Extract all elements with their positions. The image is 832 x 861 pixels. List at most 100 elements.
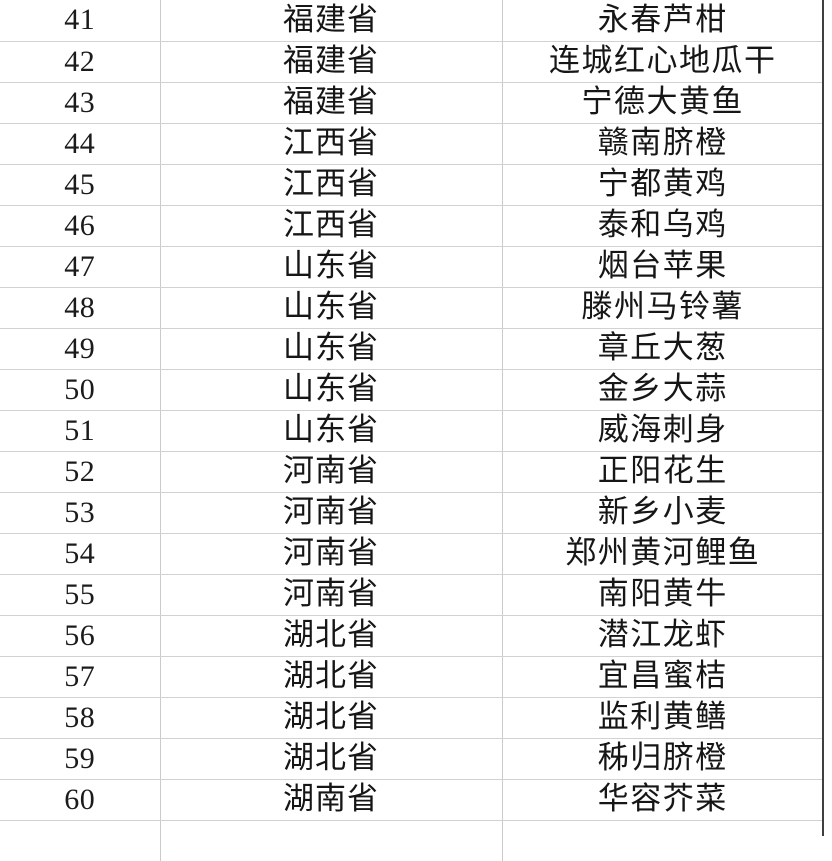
cell-province[interactable]: 山东省	[160, 287, 503, 329]
product-text: 烟台苹果	[597, 248, 728, 284]
table-row[interactable]: 49 山东省 章丘大葱	[0, 328, 823, 370]
cell-index[interactable]: 52	[0, 451, 161, 493]
table-row[interactable]: 58 湖北省 监利黄鳝	[0, 697, 823, 739]
cell-province[interactable]: 湖北省	[160, 656, 503, 698]
cell-province[interactable]: 福建省	[160, 41, 503, 83]
cell-product[interactable]: 赣南脐橙	[502, 123, 823, 165]
cell-index[interactable]: 42	[0, 41, 161, 83]
cell-province[interactable]: 福建省	[160, 0, 503, 42]
cell-province[interactable]: 福建省	[160, 82, 503, 124]
province-text: 福建省	[283, 84, 379, 120]
product-text: 南阳黄牛	[597, 576, 728, 612]
cell-province[interactable]: 河南省	[160, 533, 503, 575]
table-row[interactable]: 50 山东省 金乡大蒜	[0, 369, 823, 411]
row-number-text: 58	[64, 700, 96, 734]
table-row[interactable]: 48 山东省 滕州马铃薯	[0, 287, 823, 329]
table-row[interactable]: 42 福建省 连城红心地瓜干	[0, 41, 823, 83]
cell-index[interactable]: 55	[0, 574, 161, 616]
table-row[interactable]: 52 河南省 正阳花生	[0, 451, 823, 493]
cell-index[interactable]: 49	[0, 328, 161, 370]
cell-product[interactable]: 滕州马铃薯	[502, 287, 823, 329]
cell-product[interactable]: 宁德大黄鱼	[502, 82, 823, 124]
cell-province[interactable]: 山东省	[160, 410, 503, 452]
cell-index[interactable]: 58	[0, 697, 161, 739]
cell-product[interactable]: 潜江龙虾	[502, 615, 823, 657]
cell-index[interactable]: 54	[0, 533, 161, 575]
cell-province[interactable]: 湖北省	[160, 615, 503, 657]
cell-province[interactable]: 山东省	[160, 328, 503, 370]
product-text: 泰和乌鸡	[597, 207, 728, 243]
cell-product[interactable]: 连城红心地瓜干	[502, 41, 823, 83]
cell-product[interactable]: 秭归脐橙	[502, 738, 823, 780]
row-number-text: 52	[64, 454, 96, 488]
cell-province[interactable]: 江西省	[160, 205, 503, 247]
product-text: 威海刺身	[597, 412, 728, 448]
cell-index[interactable]: 47	[0, 246, 161, 288]
table-row[interactable]: 41 福建省 永春芦柑	[0, 0, 823, 42]
table-row[interactable]: 55 河南省 南阳黄牛	[0, 574, 823, 616]
province-text: 湖北省	[283, 740, 379, 776]
province-text: 福建省	[283, 1, 379, 38]
cell-index[interactable]: 41	[0, 0, 161, 42]
cell-product[interactable]: 监利黄鳝	[502, 697, 823, 739]
table-row[interactable]: 43 福建省 宁德大黄鱼	[0, 82, 823, 124]
table-row[interactable]: 56 湖北省 潜江龙虾	[0, 615, 823, 657]
cell-index[interactable]: 46	[0, 205, 161, 247]
product-text: 宜昌蜜桔	[597, 658, 728, 694]
cell-province-partial[interactable]	[160, 820, 503, 861]
cell-province[interactable]: 江西省	[160, 123, 503, 165]
cell-product[interactable]: 金乡大蒜	[502, 369, 823, 411]
table-row[interactable]: 54 河南省 郑州黄河鲤鱼	[0, 533, 823, 575]
table-row[interactable]: 44 江西省 赣南脐橙	[0, 123, 823, 165]
cell-product[interactable]: 烟台苹果	[502, 246, 823, 288]
cell-index[interactable]: 48	[0, 287, 161, 329]
row-number-text: 49	[64, 331, 96, 365]
cell-index[interactable]: 45	[0, 164, 161, 206]
cell-product[interactable]: 威海刺身	[502, 410, 823, 452]
table-row[interactable]: 59 湖北省 秭归脐橙	[0, 738, 823, 780]
cell-province[interactable]: 山东省	[160, 369, 503, 411]
cell-index[interactable]: 44	[0, 123, 161, 165]
table-row[interactable]: 51 山东省 威海刺身	[0, 410, 823, 452]
cell-province[interactable]: 湖南省	[160, 779, 503, 821]
cell-province[interactable]: 山东省	[160, 246, 503, 288]
table-row[interactable]: 47 山东省 烟台苹果	[0, 246, 823, 288]
province-text: 湖南省	[283, 781, 379, 817]
cell-province[interactable]: 湖北省	[160, 697, 503, 739]
cell-province[interactable]: 河南省	[160, 492, 503, 534]
table-row-partial[interactable]	[0, 820, 823, 861]
cell-index[interactable]: 60	[0, 779, 161, 821]
cell-index[interactable]: 53	[0, 492, 161, 534]
cell-product[interactable]: 南阳黄牛	[502, 574, 823, 616]
cell-product-partial[interactable]	[502, 820, 823, 861]
product-text: 赣南脐橙	[597, 125, 728, 161]
cell-product[interactable]: 宁都黄鸡	[502, 164, 823, 206]
table-row[interactable]: 60 湖南省 华容芥菜	[0, 779, 823, 821]
cell-product[interactable]: 章丘大葱	[502, 328, 823, 370]
cell-index[interactable]: 57	[0, 656, 161, 698]
row-number-text: 43	[64, 85, 96, 119]
cell-index[interactable]: 56	[0, 615, 161, 657]
cell-product[interactable]: 华容芥菜	[502, 779, 823, 821]
cell-product[interactable]: 宜昌蜜桔	[502, 656, 823, 698]
cell-index[interactable]: 51	[0, 410, 161, 452]
cell-product[interactable]: 新乡小麦	[502, 492, 823, 534]
cell-product[interactable]: 永春芦柑	[502, 0, 823, 42]
cell-product[interactable]: 郑州黄河鲤鱼	[502, 533, 823, 575]
cell-province[interactable]: 河南省	[160, 451, 503, 493]
cell-product[interactable]: 正阳花生	[502, 451, 823, 493]
table-row[interactable]: 57 湖北省 宜昌蜜桔	[0, 656, 823, 698]
cell-province[interactable]: 江西省	[160, 164, 503, 206]
cell-index-partial[interactable]	[0, 820, 161, 861]
cell-index[interactable]: 50	[0, 369, 161, 411]
cell-product[interactable]: 泰和乌鸡	[502, 205, 823, 247]
cell-index[interactable]: 59	[0, 738, 161, 780]
cell-province[interactable]: 河南省	[160, 574, 503, 616]
table-row[interactable]: 46 江西省 泰和乌鸡	[0, 205, 823, 247]
table-row[interactable]: 45 江西省 宁都黄鸡	[0, 164, 823, 206]
cell-province[interactable]: 湖北省	[160, 738, 503, 780]
cell-index[interactable]: 43	[0, 82, 161, 124]
table-row[interactable]: 53 河南省 新乡小麦	[0, 492, 823, 534]
